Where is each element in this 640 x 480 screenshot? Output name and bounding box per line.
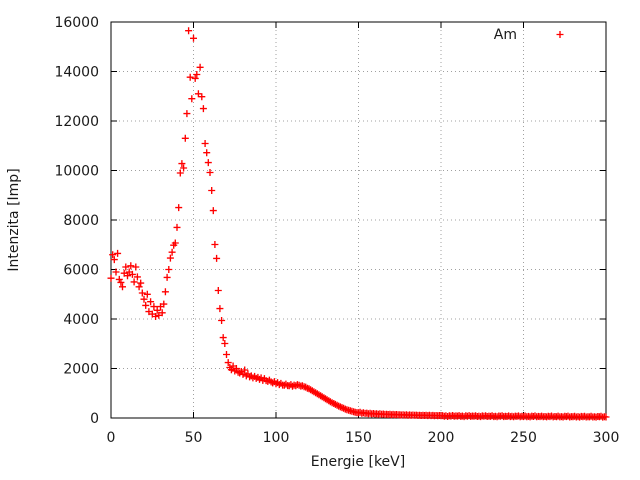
x-tick-label: 250 xyxy=(510,430,537,446)
grid xyxy=(111,22,606,418)
x-tick-label: 100 xyxy=(263,430,290,446)
x-tick-label: 50 xyxy=(185,430,203,446)
x-tick-label: 200 xyxy=(428,430,455,446)
y-tick-label: 16000 xyxy=(54,15,99,31)
x-tick-label: 0 xyxy=(107,430,116,446)
y-tick-label: 2000 xyxy=(63,362,99,378)
axis-tick-labels: 0 50 100 150 200 250 300 0 2000 4000 6000 8000 10000… xyxy=(54,15,619,446)
y-tick-label: 8000 xyxy=(63,213,99,229)
legend-label-am: Am xyxy=(494,27,517,43)
x-tick-label: 300 xyxy=(593,430,620,446)
legend-marker-plus-icon xyxy=(556,31,564,38)
x-tick-label: 150 xyxy=(345,430,372,446)
legend: Am xyxy=(494,27,564,43)
y-tick-label: 6000 xyxy=(63,263,99,279)
x-axis-label: Energie [keV] xyxy=(311,454,405,470)
y-tick-label: 10000 xyxy=(54,164,99,180)
y-axis-label: Intenzita [Imp] xyxy=(6,168,22,271)
series-am-points xyxy=(107,27,610,421)
y-tick-label: 4000 xyxy=(63,312,99,328)
y-tick-label: 12000 xyxy=(54,114,99,130)
y-tick-label: 0 xyxy=(90,411,99,427)
y-tick-label: 14000 xyxy=(54,65,99,81)
data-point-marker xyxy=(107,27,610,421)
